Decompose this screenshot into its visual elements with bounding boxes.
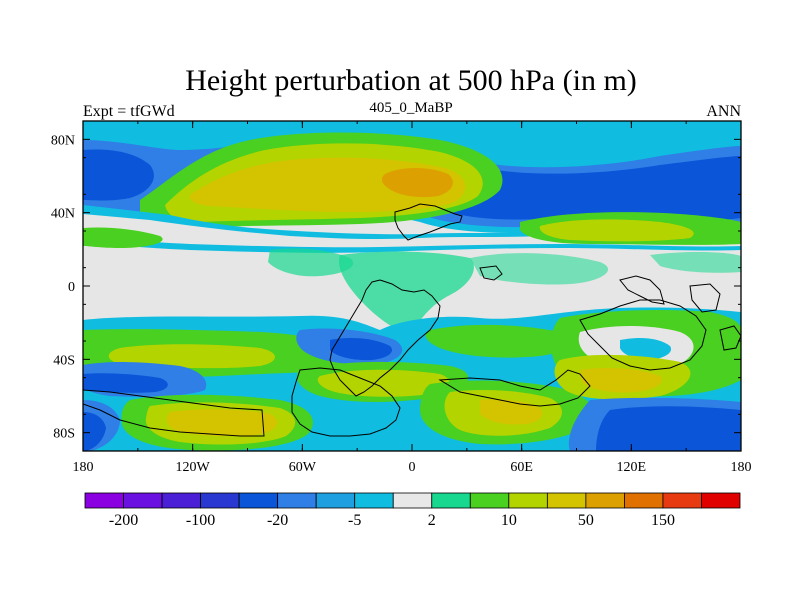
colorbar-label: -20 <box>267 512 288 529</box>
colorbar-box <box>546 492 587 509</box>
longitude-axis: 180 120W 60W 0 60E 120E 180 <box>73 121 752 475</box>
contour-fills-north <box>83 121 741 253</box>
left-string: Expt = tfGWd <box>83 103 175 120</box>
coastline-antarctica-east <box>438 369 591 407</box>
colorbar-box <box>662 492 702 509</box>
coastline-antarctica-west <box>83 389 265 437</box>
lat-tick-label: 40S <box>53 353 75 368</box>
colorbar-box <box>277 492 317 509</box>
coastline-new-zealand <box>719 325 741 351</box>
contour-fills-south <box>83 307 741 451</box>
colorbar-box <box>315 492 356 509</box>
coastline-indonesia <box>619 275 665 305</box>
colorbar-label: 150 <box>651 512 675 529</box>
lat-tick-label: 80N <box>51 133 75 148</box>
colorbar-label: -100 <box>186 512 215 529</box>
lon-tick-label: 0 <box>409 460 416 475</box>
colorbar-label: 50 <box>578 512 594 529</box>
colorbar-box <box>354 492 394 509</box>
tropical-fills <box>268 248 741 335</box>
colorbar-box <box>469 492 510 509</box>
colorbar-box <box>431 492 471 509</box>
colorbar-label: -5 <box>348 512 361 529</box>
coastline-arabia <box>479 265 503 281</box>
colorbar-box <box>624 492 664 509</box>
map-panel <box>83 121 741 451</box>
coastline-australia <box>579 299 707 371</box>
colorbar-box <box>238 492 279 509</box>
colorbar-box <box>84 492 124 509</box>
lon-tick-label: 60E <box>510 460 533 475</box>
colorbar-box <box>701 492 741 509</box>
colorbar-box <box>123 492 163 509</box>
lat-tick-label: 0 <box>68 280 75 295</box>
colorbar: -200 -100 -20 -5 2 10 50 150 <box>84 492 741 529</box>
lon-tick-label: 120E <box>617 460 647 475</box>
lat-tick-label: 40N <box>51 207 75 222</box>
plot-title: Height perturbation at 500 hPa (in m) <box>185 64 637 97</box>
colorbar-box <box>200 492 240 509</box>
colorbar-label: 2 <box>428 512 436 529</box>
coastline-africa <box>329 279 441 397</box>
lon-tick-label: 180 <box>73 460 94 475</box>
lon-tick-label: 120W <box>176 460 211 475</box>
latitude-axis: 80N 40N 0 40S 80S <box>51 120 741 452</box>
lon-tick-label: 60W <box>289 460 317 475</box>
colorbar-box <box>392 492 433 509</box>
coastline-south-america <box>291 367 401 437</box>
coastlines <box>83 203 741 437</box>
center-string: 405_0_MaBP <box>369 100 452 116</box>
colorbar-box <box>508 492 548 509</box>
colorbar-box <box>585 492 625 509</box>
lat-tick-label: 80S <box>53 427 75 442</box>
right-string: ANN <box>706 103 741 120</box>
lon-tick-label: 180 <box>731 460 752 475</box>
colorbar-label: -200 <box>109 512 138 529</box>
coastline-pacific-islands <box>689 283 721 313</box>
colorbar-box <box>161 492 201 509</box>
coastline-eurasia <box>394 203 463 241</box>
colorbar-label: 10 <box>501 512 517 529</box>
